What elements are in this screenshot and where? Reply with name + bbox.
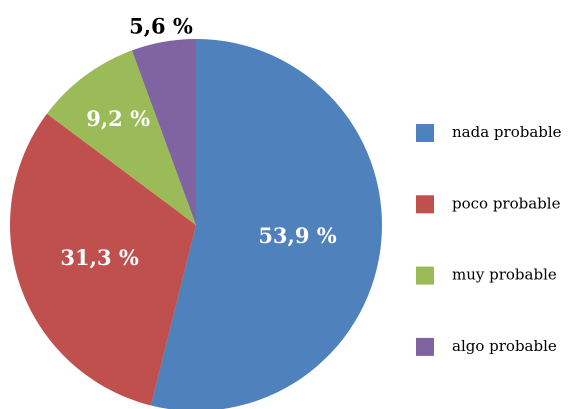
- legend-swatch: [416, 124, 434, 142]
- pie-slice: [150, 39, 382, 409]
- pie-slice: [46, 50, 197, 225]
- value-label: 53,9 %: [258, 223, 336, 248]
- pie-slice: [10, 113, 196, 406]
- legend-swatch: [416, 195, 434, 214]
- value-label: 5,6 %: [129, 14, 193, 39]
- legend-swatch: [416, 337, 434, 356]
- legend-label: nada probable: [452, 123, 562, 141]
- legend-label: algo probable: [452, 337, 557, 355]
- value-label: 9,2 %: [86, 106, 150, 131]
- legend-label: poco probable: [452, 194, 561, 212]
- legend-label: muy probable: [452, 266, 557, 284]
- legend-swatch: [416, 266, 434, 285]
- value-label: 31,3 %: [60, 245, 138, 270]
- pie-slice: [131, 39, 196, 225]
